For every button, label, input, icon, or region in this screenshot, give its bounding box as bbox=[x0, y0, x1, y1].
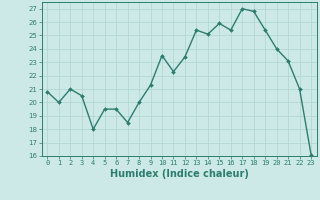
X-axis label: Humidex (Indice chaleur): Humidex (Indice chaleur) bbox=[110, 169, 249, 179]
